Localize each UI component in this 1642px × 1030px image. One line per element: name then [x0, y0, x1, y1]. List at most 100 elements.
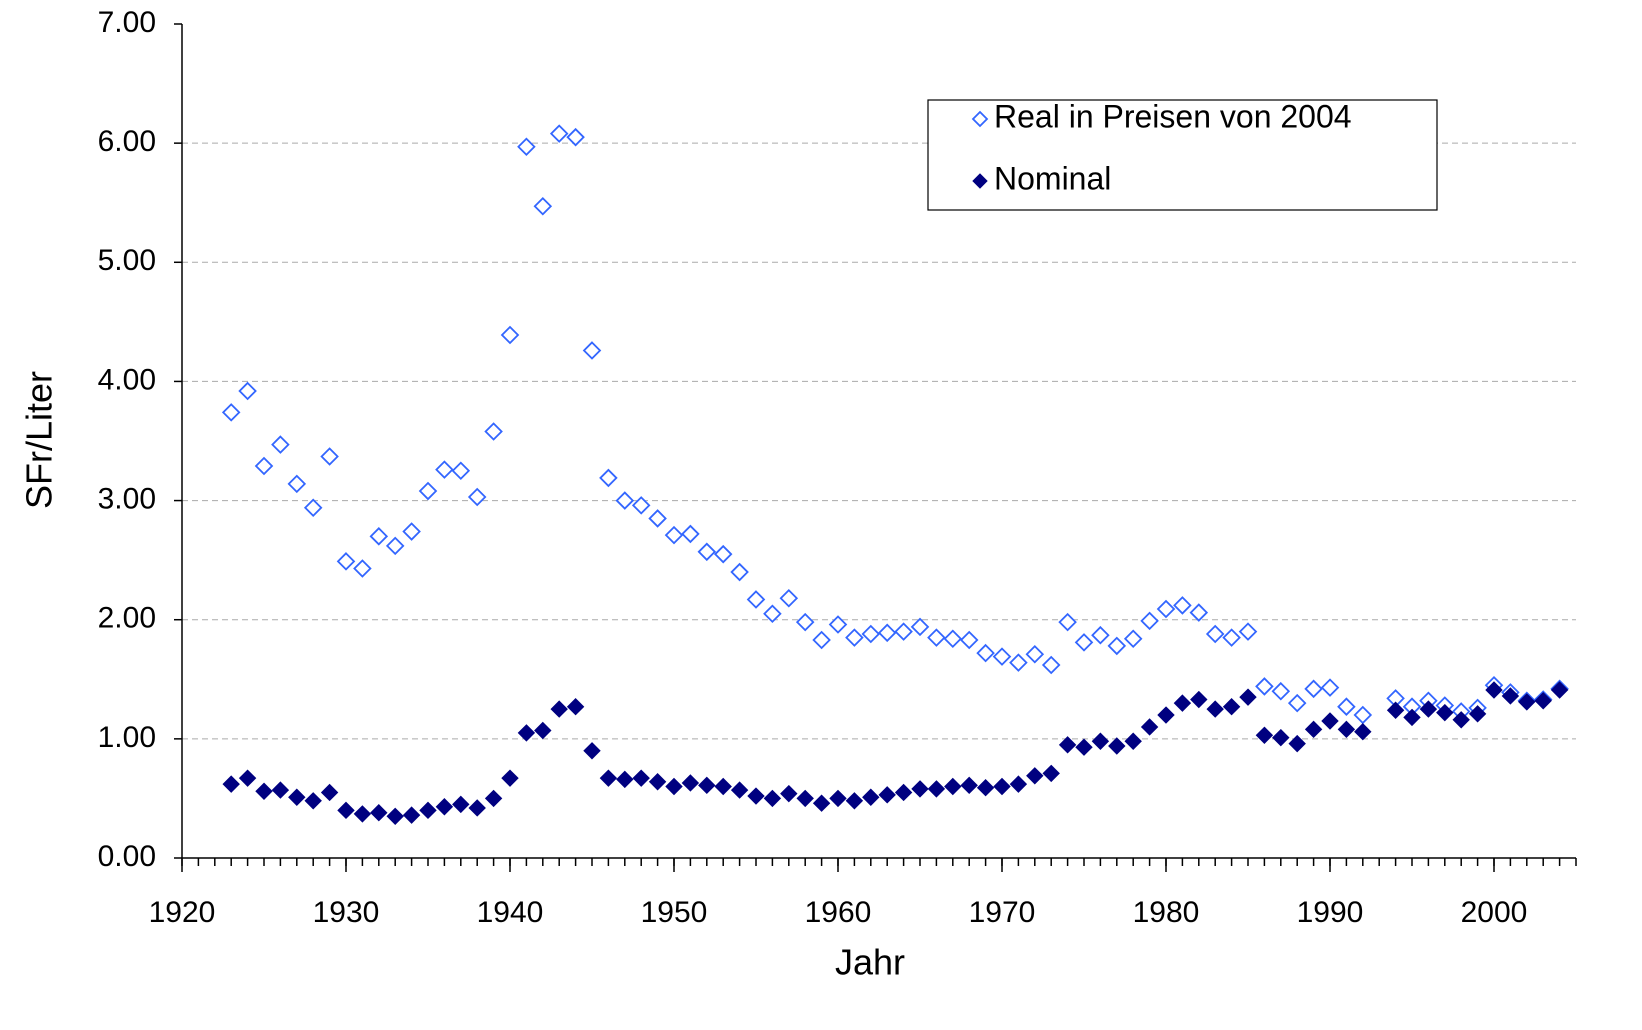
point	[1075, 738, 1093, 756]
point	[1468, 705, 1487, 723]
point	[271, 435, 290, 454]
x-axis-title: Jahr	[835, 942, 905, 983]
point	[1173, 596, 1192, 615]
point	[1074, 633, 1094, 652]
point	[1354, 723, 1372, 741]
point	[435, 460, 454, 479]
legend-marker	[971, 110, 989, 128]
point	[402, 522, 421, 541]
point	[1009, 653, 1028, 672]
point	[288, 788, 306, 806]
point	[796, 789, 814, 808]
point	[1108, 737, 1126, 755]
point	[566, 127, 585, 147]
x-tick-label: 1990	[1297, 896, 1364, 929]
y-tick-label: 1.00	[98, 721, 156, 754]
point	[1189, 603, 1209, 622]
point	[534, 721, 552, 740]
x-tick-label: 2000	[1461, 896, 1528, 929]
point	[419, 801, 437, 820]
y-tick-label: 5.00	[98, 244, 156, 277]
point	[1288, 734, 1306, 753]
point	[1436, 703, 1454, 722]
point	[894, 622, 913, 641]
x-tick-label: 1970	[969, 896, 1036, 929]
point	[1091, 625, 1110, 645]
point	[582, 341, 602, 360]
point	[877, 623, 897, 643]
point	[517, 724, 536, 742]
point	[615, 491, 635, 510]
point	[550, 700, 568, 718]
point	[1140, 611, 1159, 631]
y-tick-label: 6.00	[98, 125, 156, 158]
point	[1550, 681, 1569, 699]
point	[271, 781, 290, 799]
point	[862, 788, 880, 806]
point	[1124, 732, 1142, 750]
point	[1173, 694, 1192, 712]
point	[779, 588, 799, 608]
point	[418, 481, 438, 501]
point	[369, 527, 389, 546]
point	[385, 536, 405, 556]
point	[713, 544, 733, 564]
point	[1304, 720, 1323, 739]
point	[221, 403, 241, 422]
point	[303, 498, 323, 517]
point	[697, 542, 717, 562]
y-tick-label: 0.00	[98, 840, 156, 873]
point	[1239, 688, 1257, 706]
point	[829, 789, 847, 808]
point	[484, 422, 503, 441]
point	[468, 799, 486, 817]
point	[910, 617, 930, 637]
legend-box	[927, 99, 1438, 211]
point	[828, 615, 848, 634]
point	[812, 630, 831, 650]
point	[780, 784, 798, 803]
point	[1238, 622, 1258, 641]
x-tick-label: 1920	[149, 896, 216, 929]
point	[648, 509, 667, 528]
point	[664, 525, 684, 545]
legend-label: Nominal	[994, 160, 1111, 196]
point	[337, 801, 355, 820]
point	[1419, 700, 1438, 718]
point	[1320, 678, 1340, 697]
point	[1222, 697, 1241, 716]
point	[944, 777, 962, 796]
point	[500, 325, 520, 345]
x-tick-label: 1950	[641, 896, 708, 929]
point	[1353, 705, 1373, 725]
point	[467, 487, 487, 507]
point	[1518, 693, 1536, 711]
x-tick-label: 1940	[477, 896, 544, 929]
point	[1042, 764, 1060, 783]
point	[894, 783, 913, 802]
point	[665, 777, 683, 796]
point	[583, 742, 601, 760]
point	[845, 628, 864, 647]
point	[238, 381, 257, 401]
y-tick-label: 3.00	[98, 482, 156, 515]
point	[648, 773, 667, 791]
point	[549, 124, 569, 143]
point	[320, 447, 339, 466]
point	[1304, 679, 1323, 699]
point	[599, 468, 618, 488]
point	[927, 780, 946, 798]
point	[681, 524, 700, 544]
point	[501, 769, 519, 787]
point	[1222, 628, 1241, 647]
point	[451, 461, 471, 481]
point	[698, 776, 716, 795]
point	[763, 604, 782, 624]
point	[1026, 767, 1044, 785]
legend-marker	[972, 173, 988, 189]
point	[763, 789, 782, 808]
point	[336, 552, 356, 571]
point	[631, 496, 651, 515]
y-tick-label: 7.00	[98, 6, 156, 39]
point	[616, 770, 634, 789]
